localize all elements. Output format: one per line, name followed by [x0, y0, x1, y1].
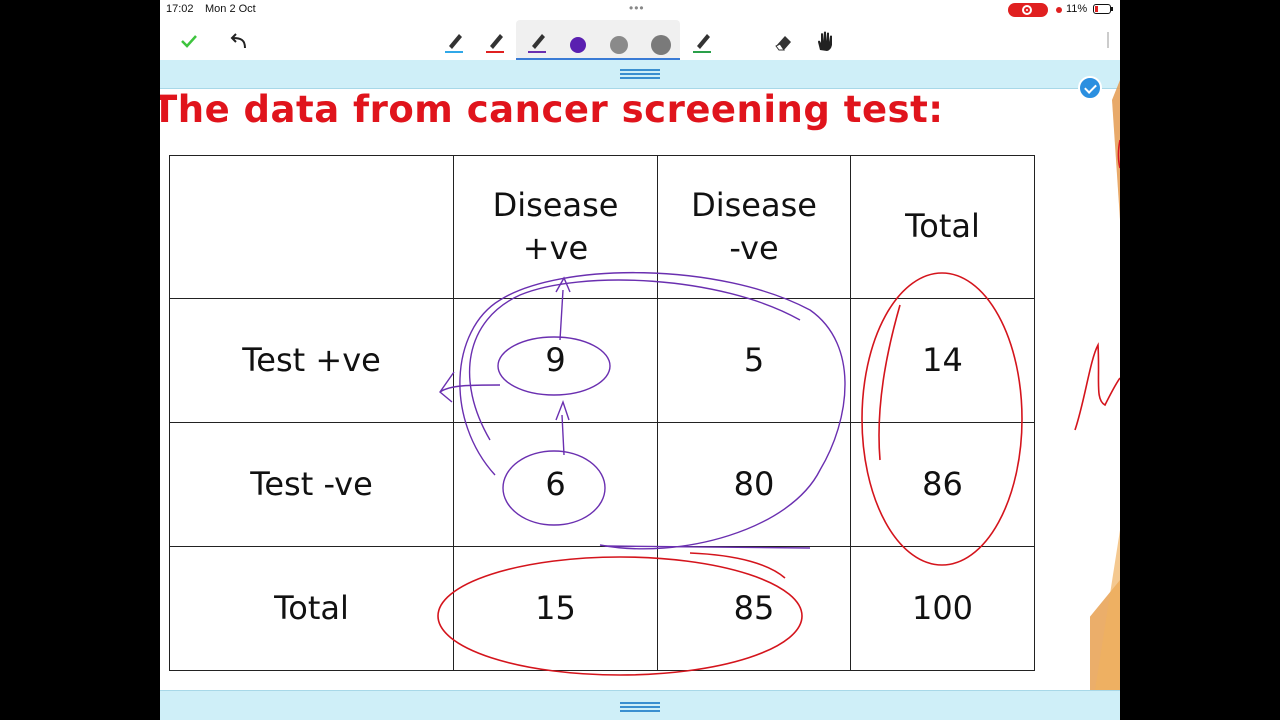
table-header-row: Disease +ve Disease -ve Total [169, 155, 1035, 299]
table-row: Test +ve 9 5 14 [169, 298, 1035, 423]
multitasking-dots-icon[interactable]: ••• [629, 1, 645, 15]
battery-percent: 11% [1066, 3, 1088, 15]
header-line: Disease [492, 185, 619, 224]
slide-title: The data from cancer screening test: [160, 88, 944, 131]
pen-purple-icon[interactable] [522, 26, 552, 56]
table-header-cell [169, 155, 454, 299]
drag-grip-icon[interactable] [620, 69, 660, 79]
page-bottom-handle[interactable] [160, 690, 1120, 720]
status-bar: 17:02 Mon 2 Oct ••• 11% [160, 0, 1120, 20]
app-screen: 17:02 Mon 2 Oct ••• 11% [160, 0, 1120, 720]
contingency-table: Disease +ve Disease -ve Total Test +ve 9 5… [169, 155, 1035, 671]
screen-recording-icon[interactable] [1008, 3, 1048, 17]
table-cell: 100 [850, 546, 1035, 671]
header-line: +ve [522, 229, 589, 267]
pen-blue-icon[interactable] [439, 26, 469, 56]
color-purple-icon[interactable] [563, 26, 593, 56]
table-cell: 15 [453, 546, 658, 671]
hand-icon[interactable] [810, 26, 840, 56]
drag-grip-icon[interactable] [620, 702, 660, 712]
row-label: Test -ve [169, 422, 454, 547]
toolbar-scroll-indicator [1107, 32, 1109, 48]
table-header-cell: Total [850, 155, 1035, 299]
header-line: Total [905, 207, 980, 246]
annotation-toolbar [160, 20, 1120, 60]
table-cell: 6 [453, 422, 658, 547]
color-grey-icon[interactable] [604, 26, 634, 56]
header-line: Disease [691, 185, 817, 224]
header-line: -ve [729, 229, 779, 267]
slide-decoration [1090, 80, 1120, 690]
page-top-handle[interactable] [160, 60, 1120, 89]
table-cell: 14 [850, 298, 1035, 423]
undo-icon[interactable] [223, 26, 253, 56]
pen-green-icon[interactable] [687, 26, 717, 56]
table-header-cell: Disease -ve [657, 155, 851, 299]
recording-dot-icon [1056, 7, 1062, 13]
eraser-icon[interactable] [768, 26, 798, 56]
color-grey-dark-icon[interactable] [646, 26, 676, 56]
table-cell: 5 [657, 298, 851, 423]
row-label: Total [169, 546, 454, 671]
table-header-cell: Disease +ve [453, 155, 658, 299]
table-cell: 9 [453, 298, 658, 423]
table-cell: 85 [657, 546, 851, 671]
selection-check-icon[interactable] [1078, 76, 1102, 100]
table-row: Total 15 85 100 [169, 546, 1035, 671]
table-row: Test -ve 6 80 86 [169, 422, 1035, 547]
pen-red-icon[interactable] [480, 26, 510, 56]
row-label: Test +ve [169, 298, 454, 423]
table-cell: 86 [850, 422, 1035, 547]
done-check-icon[interactable] [174, 26, 204, 56]
status-date: Mon 2 Oct [205, 3, 256, 15]
status-time: 17:02 [166, 3, 194, 15]
battery-icon [1093, 4, 1113, 14]
table-cell: 80 [657, 422, 851, 547]
